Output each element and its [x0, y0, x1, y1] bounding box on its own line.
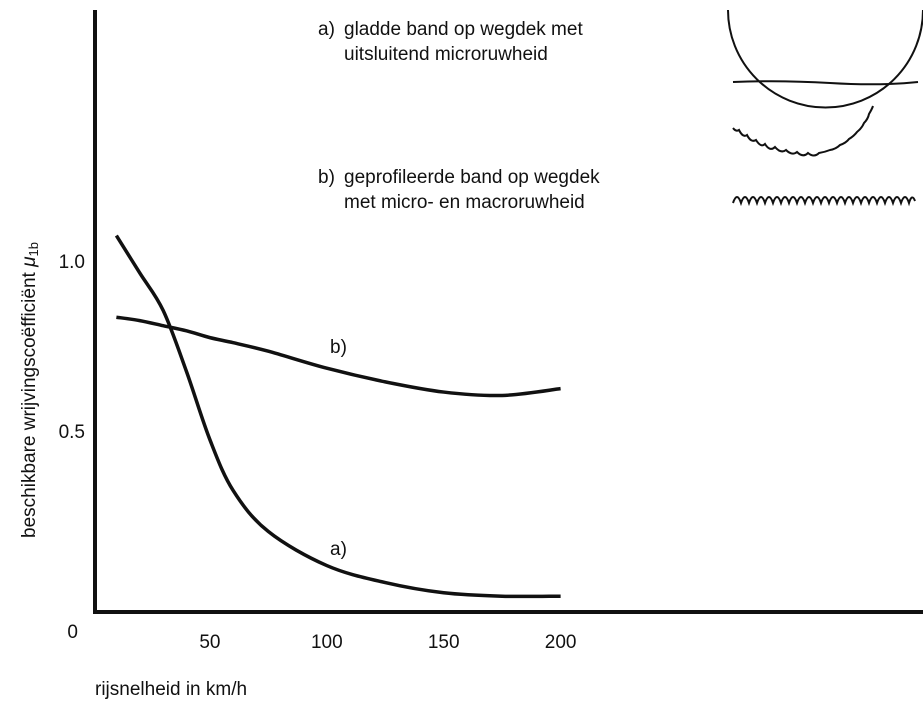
smooth-tire-icon [727, 9, 923, 109]
legend-text: met micro- en macroruwheid [344, 192, 585, 213]
curve [116, 315, 561, 398]
legend-text: gladde band op wegdek met [344, 19, 583, 40]
profiled-tire-icon [732, 105, 874, 157]
legend-marker: b) [318, 167, 335, 188]
x-axis-label: rijsnelheid in km/h [95, 679, 247, 700]
curve-label: a) [330, 539, 347, 560]
y-tick-label: 0 [67, 622, 78, 643]
x-tick-label: 200 [545, 632, 577, 653]
x-tick-label: 50 [199, 632, 220, 653]
axes [93, 10, 923, 614]
y-tick-label: 1.0 [59, 252, 85, 273]
y-tick-label: 0.5 [59, 422, 85, 443]
smooth-road-icon [732, 80, 919, 86]
curve-label: b) [330, 337, 347, 358]
x-tick-label: 150 [428, 632, 460, 653]
legend-text: uitsluitend microruwheid [344, 44, 548, 65]
curve [114, 234, 561, 599]
rough-road-icon [732, 196, 916, 207]
legend-marker: a) [318, 19, 335, 40]
x-tick-label: 100 [311, 632, 343, 653]
y-axis-label: beschikbare wrijvingscoëfficiënt μ1b [19, 242, 41, 538]
legend-text: geprofileerde band op wegdek [344, 167, 600, 188]
